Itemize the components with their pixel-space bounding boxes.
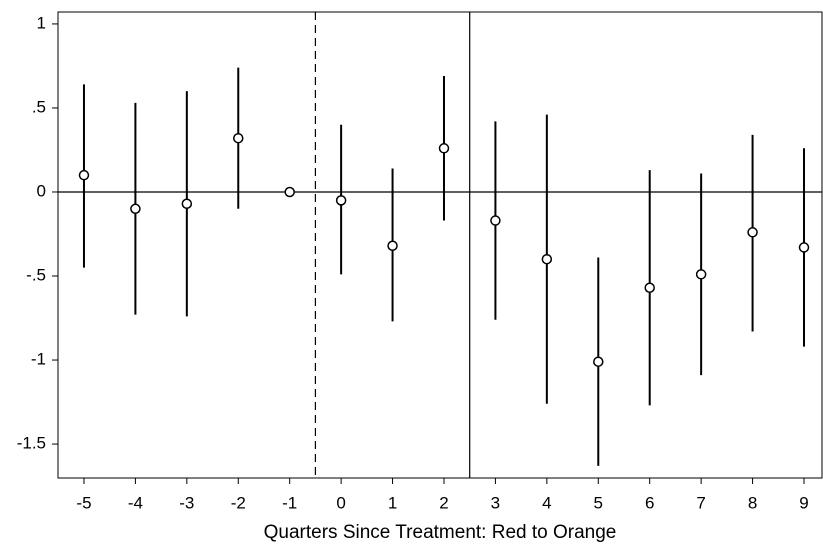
y-tick-label: -.5 [26, 265, 46, 284]
point-estimate [490, 215, 501, 226]
y-tick-label: 0 [37, 181, 46, 200]
x-tick-label: 3 [491, 493, 500, 512]
x-tick-label: 1 [388, 493, 397, 512]
point-estimate [335, 195, 347, 206]
point-estimate [798, 242, 810, 253]
x-tick-label: -5 [76, 493, 91, 512]
y-tick-label: .5 [32, 97, 46, 116]
x-tick-label: 7 [696, 493, 705, 512]
x-tick-label: -1 [282, 493, 297, 512]
x-tick-label: 6 [645, 493, 654, 512]
x-tick-label: -3 [179, 493, 194, 512]
point-estimate [387, 240, 398, 252]
x-axis-title: Quarters Since Treatment: Red to Orange [264, 522, 617, 543]
y-tick-label: -1.5 [17, 434, 46, 453]
x-tick-label: -4 [128, 493, 143, 512]
point-estimate [644, 282, 655, 294]
point-estimate [695, 269, 707, 280]
x-tick-label: 8 [748, 493, 757, 512]
x-tick-label: 2 [439, 493, 448, 512]
point-estimate [541, 253, 553, 265]
point-estimate [233, 132, 244, 144]
y-tick-label: 1 [37, 13, 46, 32]
point-estimate [747, 227, 758, 238]
x-tick-label: 9 [799, 493, 808, 512]
point-estimate [78, 169, 90, 181]
point-estimate [284, 186, 295, 198]
x-tick-label: 5 [594, 493, 603, 512]
x-tick-label: 4 [542, 493, 551, 512]
x-tick-label: -2 [231, 493, 246, 512]
x-tick-label: 0 [336, 493, 345, 512]
point-estimate [438, 143, 450, 154]
point-estimate [130, 203, 141, 215]
plot-frame [57, 11, 823, 479]
point-estimate [593, 356, 604, 367]
point-estimate [181, 198, 193, 209]
y-tick-label: -1 [31, 350, 46, 369]
